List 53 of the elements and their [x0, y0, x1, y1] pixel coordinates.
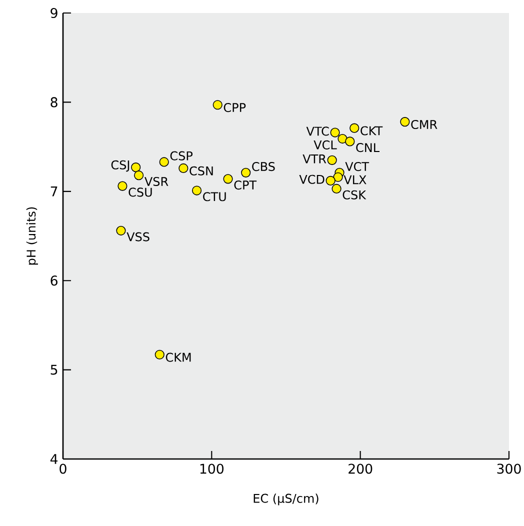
point: [326, 176, 336, 186]
point: [333, 172, 343, 182]
annotation: CSN: [190, 166, 213, 176]
point: [345, 136, 355, 146]
annotation: CMR: [411, 120, 438, 130]
annotation: CSU: [128, 188, 152, 197]
y-tick-label: 9: [50, 8, 58, 18]
point: [338, 134, 348, 144]
point: [116, 226, 126, 236]
annotation: CKM: [166, 352, 191, 362]
annotation: CKT: [360, 126, 383, 136]
annotation: VCD: [299, 174, 324, 184]
y-tick-label: 7: [50, 186, 58, 196]
point: [154, 350, 164, 360]
x-tick-label: 300: [497, 464, 521, 474]
point: [332, 184, 342, 194]
y-tick-label: 6: [50, 276, 58, 286]
annotation: CPP: [224, 103, 246, 112]
y-axis-title: pH (units): [26, 207, 38, 265]
point: [159, 157, 169, 167]
point: [327, 155, 337, 165]
y-tick-label: 8: [50, 97, 58, 108]
point: [400, 117, 410, 127]
annotation: CTU: [203, 192, 226, 202]
x-tick-label: 0: [60, 464, 66, 474]
x-tick-label: 100: [200, 464, 224, 474]
annotation: CSJ: [111, 160, 130, 172]
annotation: VSR: [144, 176, 168, 186]
annotation: VCL: [314, 140, 337, 150]
annotation: VSS: [126, 232, 150, 242]
x-tick-label: 200: [348, 464, 372, 474]
annotation: VCT: [345, 162, 370, 172]
point: [241, 168, 251, 178]
point: [192, 186, 202, 196]
point: [131, 162, 141, 172]
point: [118, 181, 128, 191]
x-axis-title: EC (µS/cm): [254, 494, 318, 506]
point: [178, 163, 188, 174]
y-tick-label: 4: [50, 454, 58, 464]
annotation: CPT: [234, 180, 257, 190]
annotation: CNL: [356, 143, 380, 152]
annotation: VTR: [302, 154, 326, 164]
annotation: VLX: [344, 175, 366, 184]
point: [330, 128, 340, 138]
annotation: CBS: [252, 162, 275, 172]
annotation: CSK: [342, 190, 366, 200]
point: [350, 123, 360, 133]
annotation: CSP: [170, 151, 193, 160]
point: [134, 170, 144, 180]
y-tick-label: 5: [50, 364, 58, 375]
point: [212, 100, 222, 110]
point: [223, 174, 233, 184]
annotation: VTC: [306, 126, 329, 136]
